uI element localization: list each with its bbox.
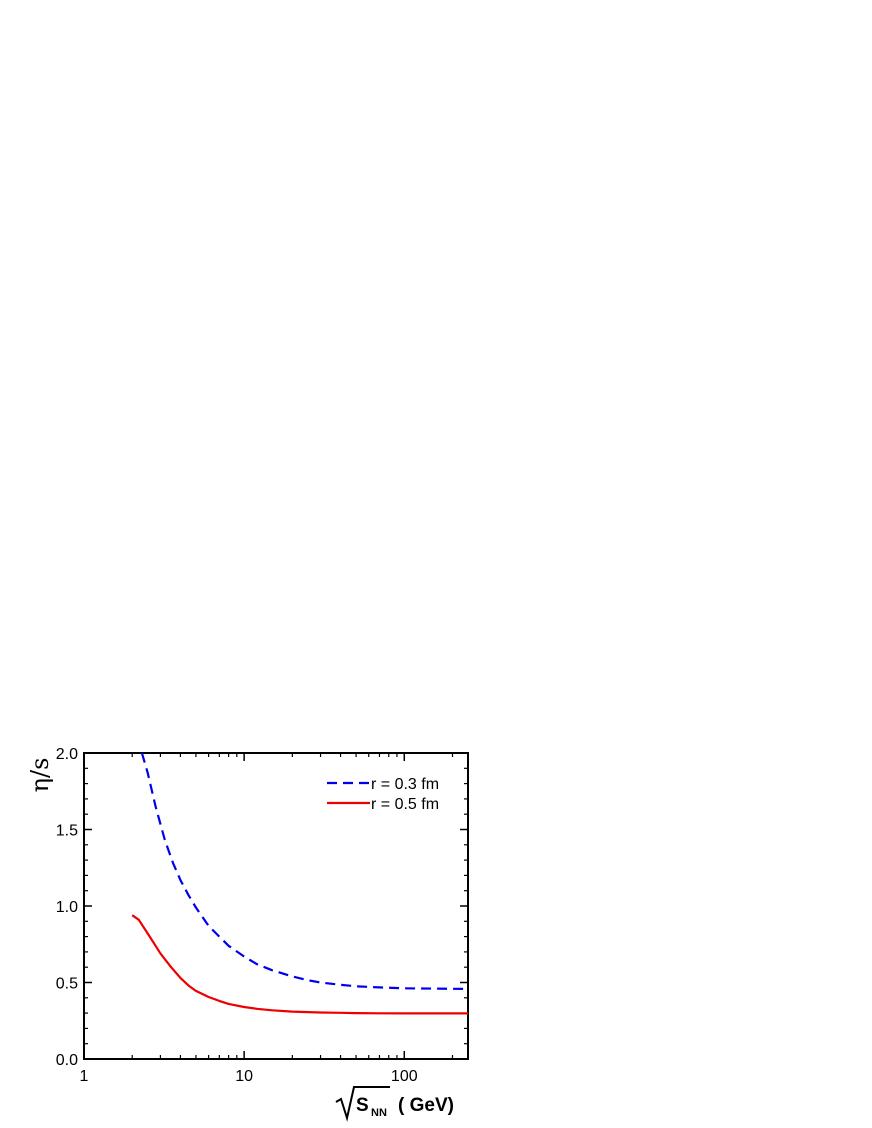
legend-label-r05: r = 0.5 fm [371,796,439,813]
x-axis-label-symbol: S [356,1095,369,1116]
x-axis-label-subscript: NN [371,1107,387,1119]
y-tick-label: 0.0 [56,1052,78,1069]
x-tick-label: 10 [235,1068,253,1085]
minor-ticks [84,753,468,1059]
x-tick-label: 1 [80,1068,89,1085]
y-tick-labels: 0.0 0.5 1.0 1.5 2.0 [56,746,78,1069]
y-tick-label: 0.5 [56,976,78,993]
x-tick-labels: 1 10 100 [80,1068,418,1085]
x-axis-label-unit: ( GeV) [398,1095,454,1116]
x-axis-label: S NN ( GeV) [335,1086,454,1122]
series-line-r03 [140,752,469,991]
plot-area [83,752,469,1060]
legend: r = 0.3 fm r = 0.5 fm [327,776,439,813]
y-axis-label: η/s [26,758,54,793]
series-layer [131,752,469,1015]
y-tick-label: 1.0 [56,899,78,916]
y-tick-label: 2.0 [56,746,78,763]
series-line-r05 [131,914,468,1015]
y-tick-label: 1.5 [56,823,78,840]
legend-label-r03: r = 0.3 fm [371,776,439,793]
sqrt-sign [335,1086,390,1122]
major-ticks [83,752,468,1060]
x-tick-label: 100 [391,1068,418,1085]
